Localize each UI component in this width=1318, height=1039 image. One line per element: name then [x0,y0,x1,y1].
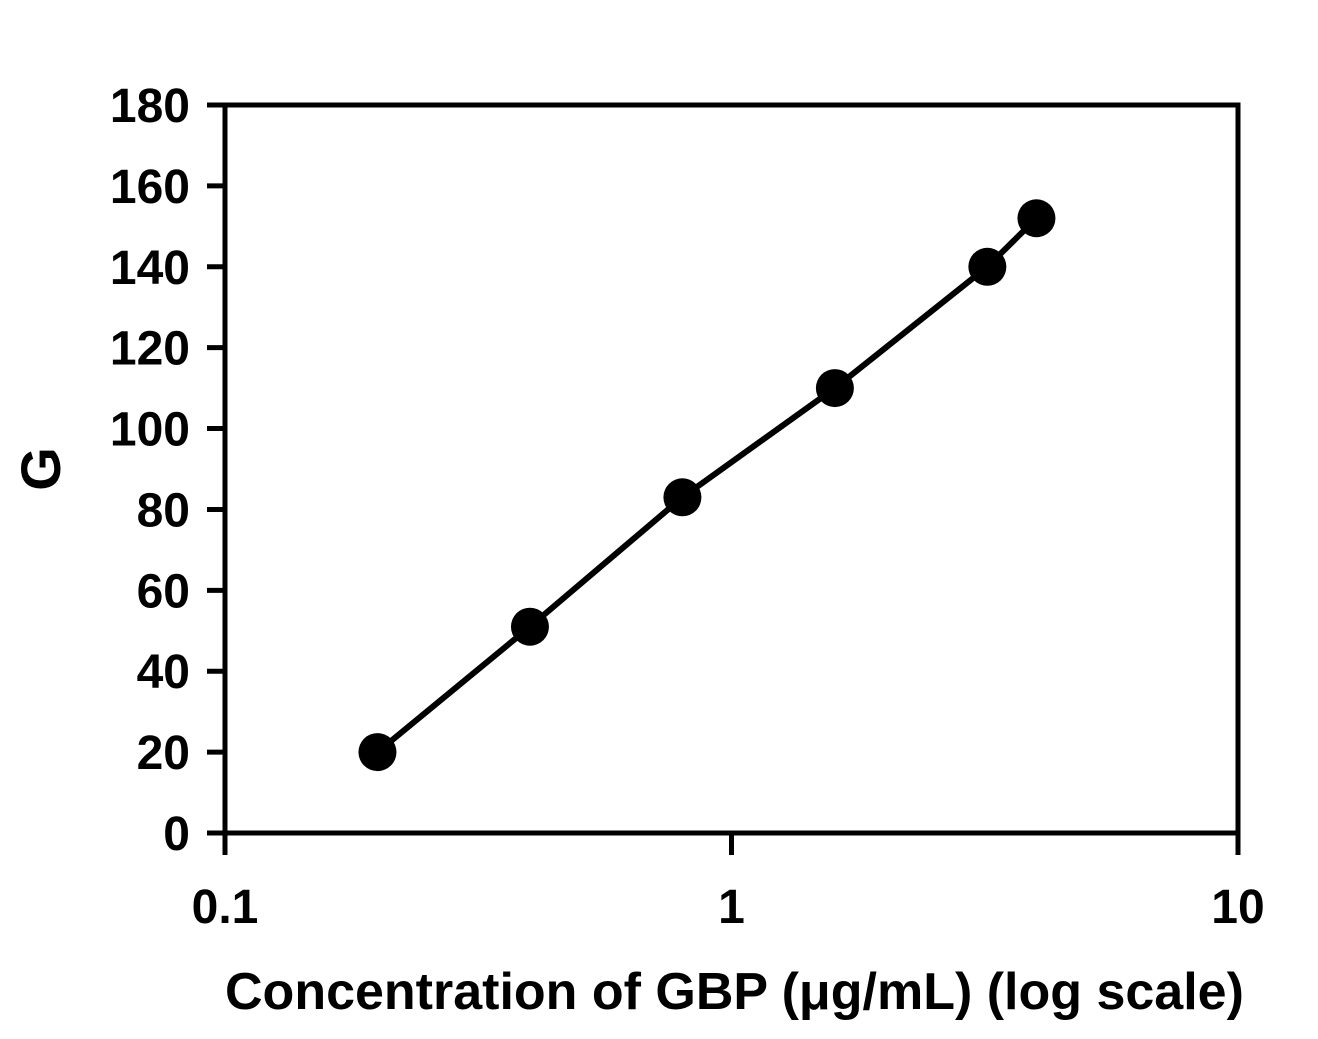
x-tick-label: 10 [1211,881,1264,934]
y-tick-label: 100 [110,404,190,457]
y-tick-label: 80 [137,484,190,537]
y-axis-title: G [9,447,72,491]
y-tick-label: 40 [137,646,190,699]
plot-border [222,102,1241,836]
x-axis-title: Concentration of GBP (μg/mL) (log scale) [225,963,1244,1021]
data-series-line [375,216,1039,755]
x-tick-label: 0.1 [192,881,259,934]
data-point-marker [663,478,702,517]
data-point-marker [815,369,854,408]
x-tick-label: 1 [718,881,745,934]
data-point-marker [1017,199,1056,238]
y-tick-label: 180 [110,80,190,133]
data-point-marker [358,733,397,772]
y-tick-label: 60 [137,565,190,618]
y-tick-label: 0 [163,808,190,861]
y-tick-label: 160 [110,161,190,214]
y-tick-label: 140 [110,242,190,295]
data-point-marker [510,607,549,646]
data-point-marker [968,247,1007,286]
y-tick-label: 20 [137,727,190,780]
y-tick-label: 120 [110,323,190,376]
